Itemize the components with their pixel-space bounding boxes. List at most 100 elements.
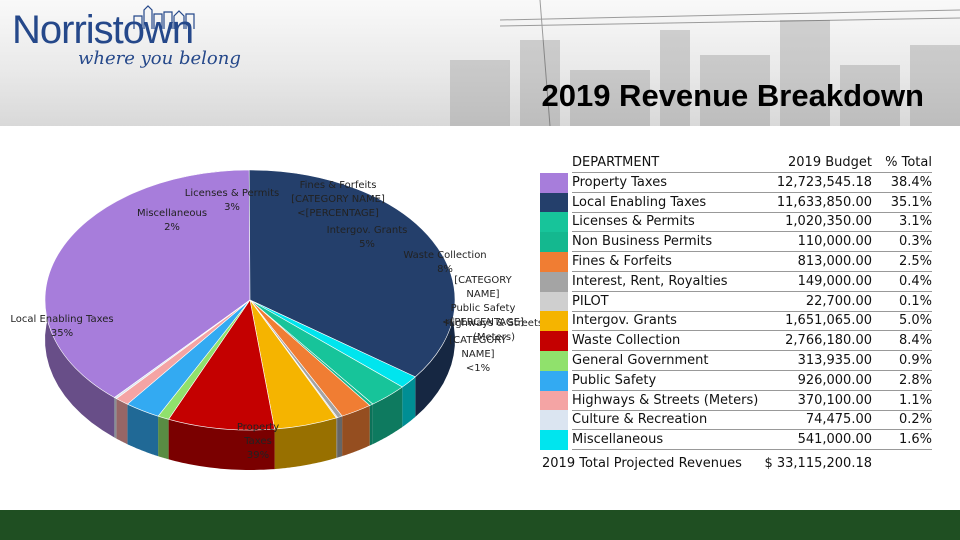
legend-percent: 38.4%	[890, 174, 932, 190]
pie-slice-side	[369, 404, 373, 446]
legend-department: Culture & Recreation	[572, 412, 708, 428]
legend-row: Fines & Forfeits 813,000.00 2.5%	[538, 251, 938, 272]
legend-swatch	[540, 232, 568, 252]
pie-slice-side	[114, 397, 117, 439]
budget-column-header: 2019 Budget	[788, 155, 872, 170]
header-banner: Norristown where you belong 2019 Revenue…	[0, 0, 960, 126]
legend-percent: 2.8%	[898, 372, 932, 388]
pie-slice	[248, 169, 456, 378]
legend-department: PILOT	[572, 293, 609, 309]
legend-budget: 149,000.00	[797, 273, 872, 289]
legend-budget: 370,100.00	[797, 392, 872, 408]
row-divider	[572, 270, 932, 272]
row-divider	[572, 310, 932, 312]
legend-row: Interest, Rent, Royalties 149,000.00 0.4%	[538, 271, 938, 292]
legend-budget: 22,700.00	[805, 293, 872, 309]
legend-department: Intergov. Grants	[572, 313, 677, 329]
revenue-legend-table: DEPARTMENT 2019 Budget % Total Property …	[538, 153, 938, 451]
legend-budget: 541,000.00	[797, 432, 872, 448]
legend-row: Intergov. Grants 1,651,065.00 5.0%	[538, 311, 938, 332]
pie-slice-side	[158, 416, 169, 460]
legend-rows: Property Taxes 12,723,545.18 38.4% Local En…	[538, 172, 938, 451]
legend-department: Licenses & Permits	[572, 214, 695, 230]
legend-department: Public Safety	[572, 372, 657, 388]
legend-swatch	[540, 370, 568, 391]
legend-percent: 1.6%	[898, 432, 932, 448]
legend-percent: 0.3%	[898, 234, 932, 250]
pie-label: Licenses & Permits 3%	[185, 188, 279, 213]
legend-budget: 313,935.00	[797, 352, 872, 368]
legend-department: Local Enabling Taxes	[572, 194, 707, 210]
legend-budget: 926,000.00	[797, 372, 872, 388]
legend-row: PILOT 22,700.00 0.1%	[538, 291, 938, 312]
page-title: 2019 Revenue Breakdown	[541, 78, 924, 113]
row-divider	[572, 251, 932, 253]
pie-label: [CATEGORY NAME] Public Safety <[PERCENTAGE]	[442, 275, 524, 328]
legend-department: Property Taxes	[572, 174, 667, 190]
legend-swatch	[540, 251, 568, 272]
legend-budget: 110,000.00	[797, 234, 872, 250]
pie-slice-side	[402, 376, 416, 427]
legend-row: General Government 313,935.00 0.9%	[538, 350, 938, 371]
legend-swatch	[540, 212, 568, 233]
town-skyline-image	[450, 0, 960, 126]
legend-swatch	[540, 192, 568, 213]
legend-swatch	[540, 271, 568, 292]
row-divider	[572, 429, 932, 431]
legend-row: Non Business Permits 110,000.00 0.3%	[538, 232, 938, 253]
row-divider	[572, 191, 932, 193]
pie-label: Property Taxes 39%	[237, 422, 279, 461]
legend-percent: 5.0%	[898, 313, 932, 329]
legend-department: Non Business Permits	[572, 234, 713, 250]
pie-slice	[113, 299, 251, 399]
legend-budget: 1,020,350.00	[785, 214, 872, 230]
legend-swatch	[540, 390, 568, 411]
legend-percent: 3.1%	[898, 214, 932, 230]
pie-slice-side	[127, 404, 159, 457]
row-divider	[572, 449, 932, 451]
legend-budget: 813,000.00	[797, 253, 872, 269]
legend-row: Waste Collection 2,766,180.00 8.4%	[538, 331, 938, 352]
legend-row: Culture & Recreation 74,475.00 0.2%	[538, 410, 938, 431]
legend-department: General Government	[572, 352, 709, 368]
legend-percent: 0.2%	[898, 412, 932, 428]
logo-buildings-icon	[133, 5, 195, 29]
legend-row: Highways & Streets (Meters) 370,100.00 1.1…	[538, 390, 938, 411]
legend-header-row: DEPARTMENT 2019 Budget % Total	[538, 153, 938, 173]
pie-slice-side	[337, 416, 343, 458]
pie-slice-side	[274, 417, 337, 470]
legend-department: Miscellaneous	[572, 432, 664, 448]
row-divider	[572, 369, 932, 371]
pie-label: Intergov. Grants 5%	[327, 225, 408, 250]
total-label: 2019 Total Projected Revenues	[542, 456, 742, 471]
legend-swatch	[540, 291, 568, 312]
row-divider	[572, 211, 932, 213]
pie-slice-side	[336, 417, 338, 458]
revenue-pie-chart: Property Taxes 39% Local Enabling Taxes 35% M…	[10, 169, 540, 470]
pie-label: [CATEGORY NAME] <1%	[449, 335, 507, 374]
logo-tagline: where you belong	[78, 48, 241, 69]
legend-swatch	[540, 172, 568, 193]
legend-row: Property Taxes 12,723,545.18 38.4%	[538, 172, 938, 193]
pie-label: Highways & Streets (Meters)	[445, 318, 540, 343]
total-value: $ 33,115,200.18	[764, 456, 872, 471]
row-divider	[572, 389, 932, 391]
row-divider	[572, 350, 932, 352]
pie-label: Local Enabling Taxes 35%	[10, 314, 113, 339]
legend-row: Miscellaneous 541,000.00 1.6%	[538, 430, 938, 451]
legend-budget: 2,766,180.00	[785, 333, 872, 349]
pie-slice	[44, 169, 251, 398]
legend-swatch	[540, 350, 568, 371]
pie-label: Fines & Forfeits [CATEGORY NAME] <[PERCENT…	[291, 180, 385, 219]
logo-wordmark: Norristown	[12, 8, 194, 52]
legend-row: Licenses & Permits 1,020,350.00 3.1%	[538, 212, 938, 233]
legend-swatch	[540, 311, 568, 332]
pie-slice-side	[168, 419, 275, 470]
row-divider	[572, 231, 932, 233]
legend-percent: 0.4%	[898, 273, 932, 289]
legend-percent: 0.9%	[898, 352, 932, 368]
legend-percent: 35.1%	[890, 194, 932, 210]
legend-row: Local Enabling Taxes 11,633,850.00 35.1%	[538, 192, 938, 213]
pie-slice	[168, 299, 275, 431]
legend-department: Waste Collection	[572, 333, 681, 349]
